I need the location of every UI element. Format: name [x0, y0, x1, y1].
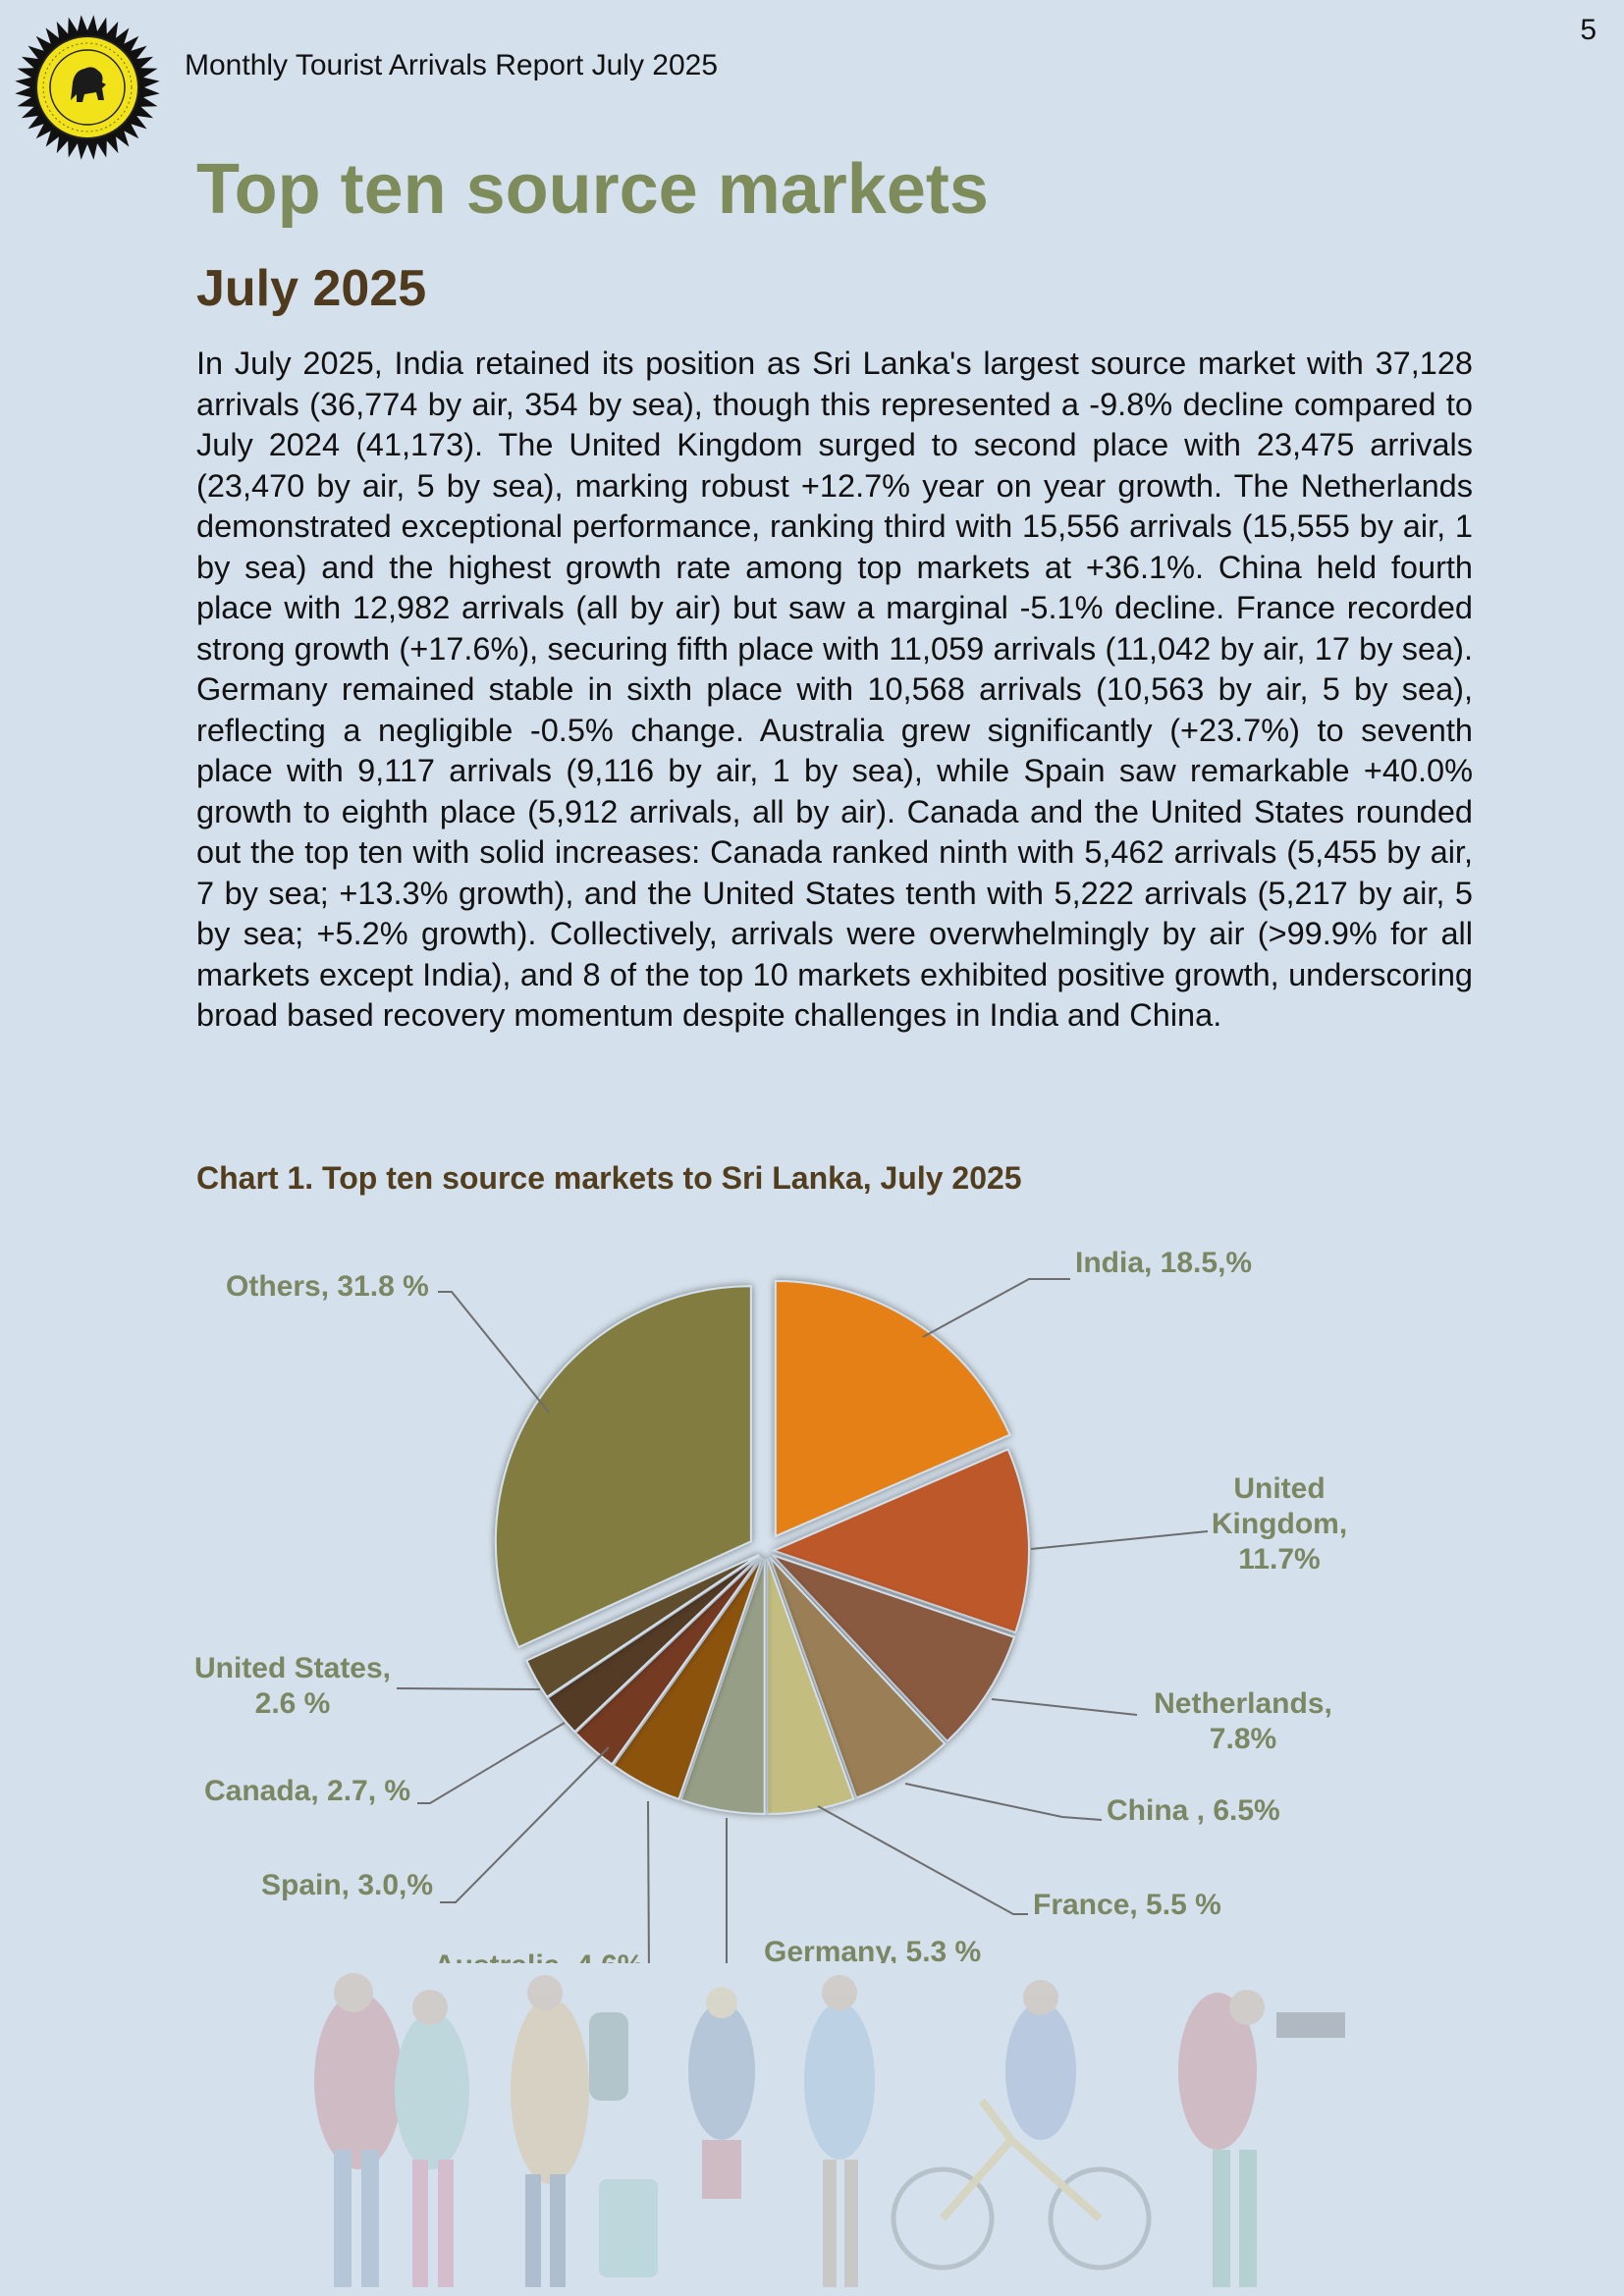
page-number: 5 [1580, 14, 1597, 46]
pie-slice-netherlands [771, 1554, 1016, 1743]
pie-slice-united-kingdom [771, 1448, 1030, 1634]
leader-line-netherlands [991, 1698, 1138, 1716]
leader-line-spain [440, 1746, 610, 1903]
pie-label-others: Others, 31.8 % [226, 1270, 429, 1303]
pie-slice-germany [679, 1558, 766, 1815]
pie-slice-canada [546, 1555, 761, 1734]
leader-line-australia [647, 1800, 650, 1963]
pie-slice-australia [612, 1557, 764, 1801]
leader-line-united-states [396, 1687, 541, 1690]
pie-slice-united-states [525, 1553, 760, 1699]
pie-label-canada: Canada, 2.7, % [204, 1775, 410, 1807]
report-title: Monthly Tourist Arrivals Report July 202… [185, 49, 719, 81]
pie-slice-india [774, 1279, 1011, 1538]
leader-line-china [904, 1783, 1103, 1821]
pie-label-germany: Germany, 5.3 % [764, 1936, 981, 1963]
leader-line-united-kingdom [1030, 1530, 1209, 1550]
pie-label-united-kingdom: United Kingdom, 11.7% [1212, 1472, 1347, 1575]
page-title: Top ten source markets [196, 150, 989, 229]
pie-label-spain: Spain, 3.0,% [261, 1869, 433, 1901]
tourists-illustration [314, 1973, 1345, 2287]
pie-slice-spain [573, 1556, 762, 1766]
leader-line-canada [417, 1722, 566, 1804]
leader-line-france [817, 1805, 1028, 1915]
pie-slice-others [494, 1285, 752, 1649]
pie-label-france: France, 5.5 % [1033, 1889, 1221, 1921]
pie-slice-france [766, 1558, 855, 1815]
pie-slice-china [769, 1557, 947, 1799]
page-subtitle: July 2025 [196, 260, 427, 317]
pie-label-netherlands: Netherlands, 7.8% [1154, 1687, 1332, 1755]
pie-chart: India, 18.5,% United Kingdom, 11.7% Netherla… [194, 1247, 1347, 1963]
pie-label-united-states: United States, 2.6 % [194, 1652, 391, 1720]
pie-label-australia: Australia, 4.6% [434, 1949, 643, 1963]
pie-label-india: India, 18.5,% [1075, 1247, 1252, 1279]
chart-caption: Chart 1. Top ten source markets to Sri L… [196, 1160, 1022, 1196]
leader-line-germany [726, 1818, 728, 1963]
leader-line-india [922, 1278, 1070, 1338]
leader-line-others [438, 1291, 551, 1415]
pie-label-china: China , 6.5% [1107, 1794, 1280, 1827]
body-paragraph: In July 2025, India retained its positio… [196, 346, 1473, 1033]
emblem-logo [15, 15, 160, 160]
